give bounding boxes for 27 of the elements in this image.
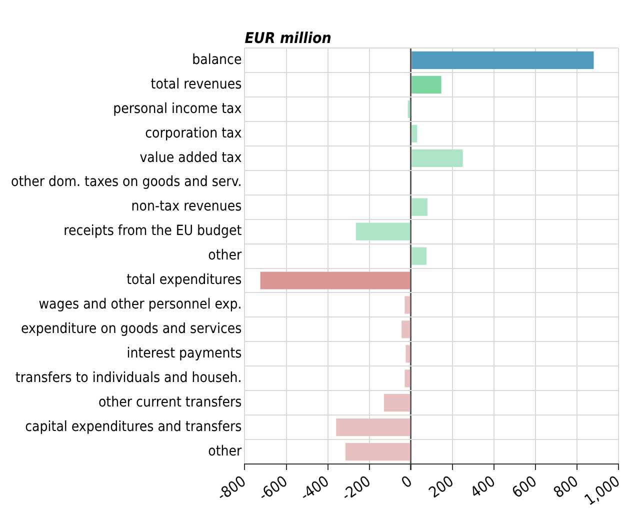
y-tick-label: other current transfers — [98, 394, 242, 411]
x-tick-label: 200 — [426, 472, 457, 502]
y-tick-label: value added tax — [140, 150, 242, 166]
x-tick-label: -800 — [214, 472, 250, 504]
y-tick-label: capital expenditures and transfers — [25, 418, 242, 435]
y-tick-label: balance — [192, 52, 242, 68]
x-tick-label: 800 — [550, 472, 582, 502]
x-tick-label: -600 — [255, 472, 291, 504]
y-tick-label: receipts from the EU budget — [64, 223, 242, 240]
x-tick-label: -400 — [296, 472, 332, 504]
y-tick-label: other dom. taxes on goods and serv. — [10, 174, 242, 190]
y-tick-label: interest payments — [126, 346, 242, 362]
x-tick-label: 600 — [508, 472, 540, 502]
y-tick-label: total expenditures — [126, 272, 242, 288]
y-tick-label: corporation tax — [145, 125, 242, 142]
x-tick-label: 0 — [398, 472, 416, 492]
y-tick-label: transfers to individuals and househ. — [15, 370, 242, 386]
y-tick-label: non-tax revenues — [131, 198, 242, 215]
chart-title: EUR million — [244, 28, 332, 47]
y-tick-label: expenditure on goods and services — [20, 321, 242, 338]
y-tick-label: other — [208, 248, 243, 264]
y-tick-label: personal income tax — [113, 100, 242, 117]
x-tick-label: 400 — [467, 472, 499, 502]
y-tick-label: total revenues — [150, 76, 242, 92]
y-tick-label: wages and other personnel exp. — [38, 296, 242, 313]
x-tick-label: -200 — [338, 472, 374, 504]
y-tick-label: other — [208, 443, 243, 460]
